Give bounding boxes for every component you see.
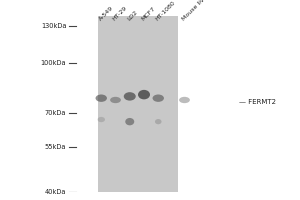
Text: — FERMT2: — FERMT2 xyxy=(239,99,276,105)
Text: Mouse liver: Mouse liver xyxy=(181,0,210,21)
Ellipse shape xyxy=(124,92,136,101)
Text: 130kDa: 130kDa xyxy=(41,23,66,29)
Bar xyxy=(178,16,191,192)
Text: HT-29: HT-29 xyxy=(112,5,128,21)
Text: LO2: LO2 xyxy=(126,9,138,21)
Bar xyxy=(178,16,191,192)
Ellipse shape xyxy=(179,97,190,103)
Bar xyxy=(191,16,234,192)
Ellipse shape xyxy=(96,94,107,102)
Text: 40kDa: 40kDa xyxy=(45,189,66,195)
Ellipse shape xyxy=(125,118,134,125)
Ellipse shape xyxy=(155,119,162,124)
Ellipse shape xyxy=(153,94,164,102)
Ellipse shape xyxy=(138,90,150,99)
Text: A-549: A-549 xyxy=(98,5,114,21)
Text: MCF7: MCF7 xyxy=(140,5,156,21)
Text: 55kDa: 55kDa xyxy=(45,144,66,150)
Bar xyxy=(98,16,191,192)
Text: 70kDa: 70kDa xyxy=(45,110,66,116)
Ellipse shape xyxy=(110,97,121,103)
Ellipse shape xyxy=(98,117,105,122)
Text: HT-1080: HT-1080 xyxy=(155,0,176,21)
Text: 100kDa: 100kDa xyxy=(41,60,66,66)
